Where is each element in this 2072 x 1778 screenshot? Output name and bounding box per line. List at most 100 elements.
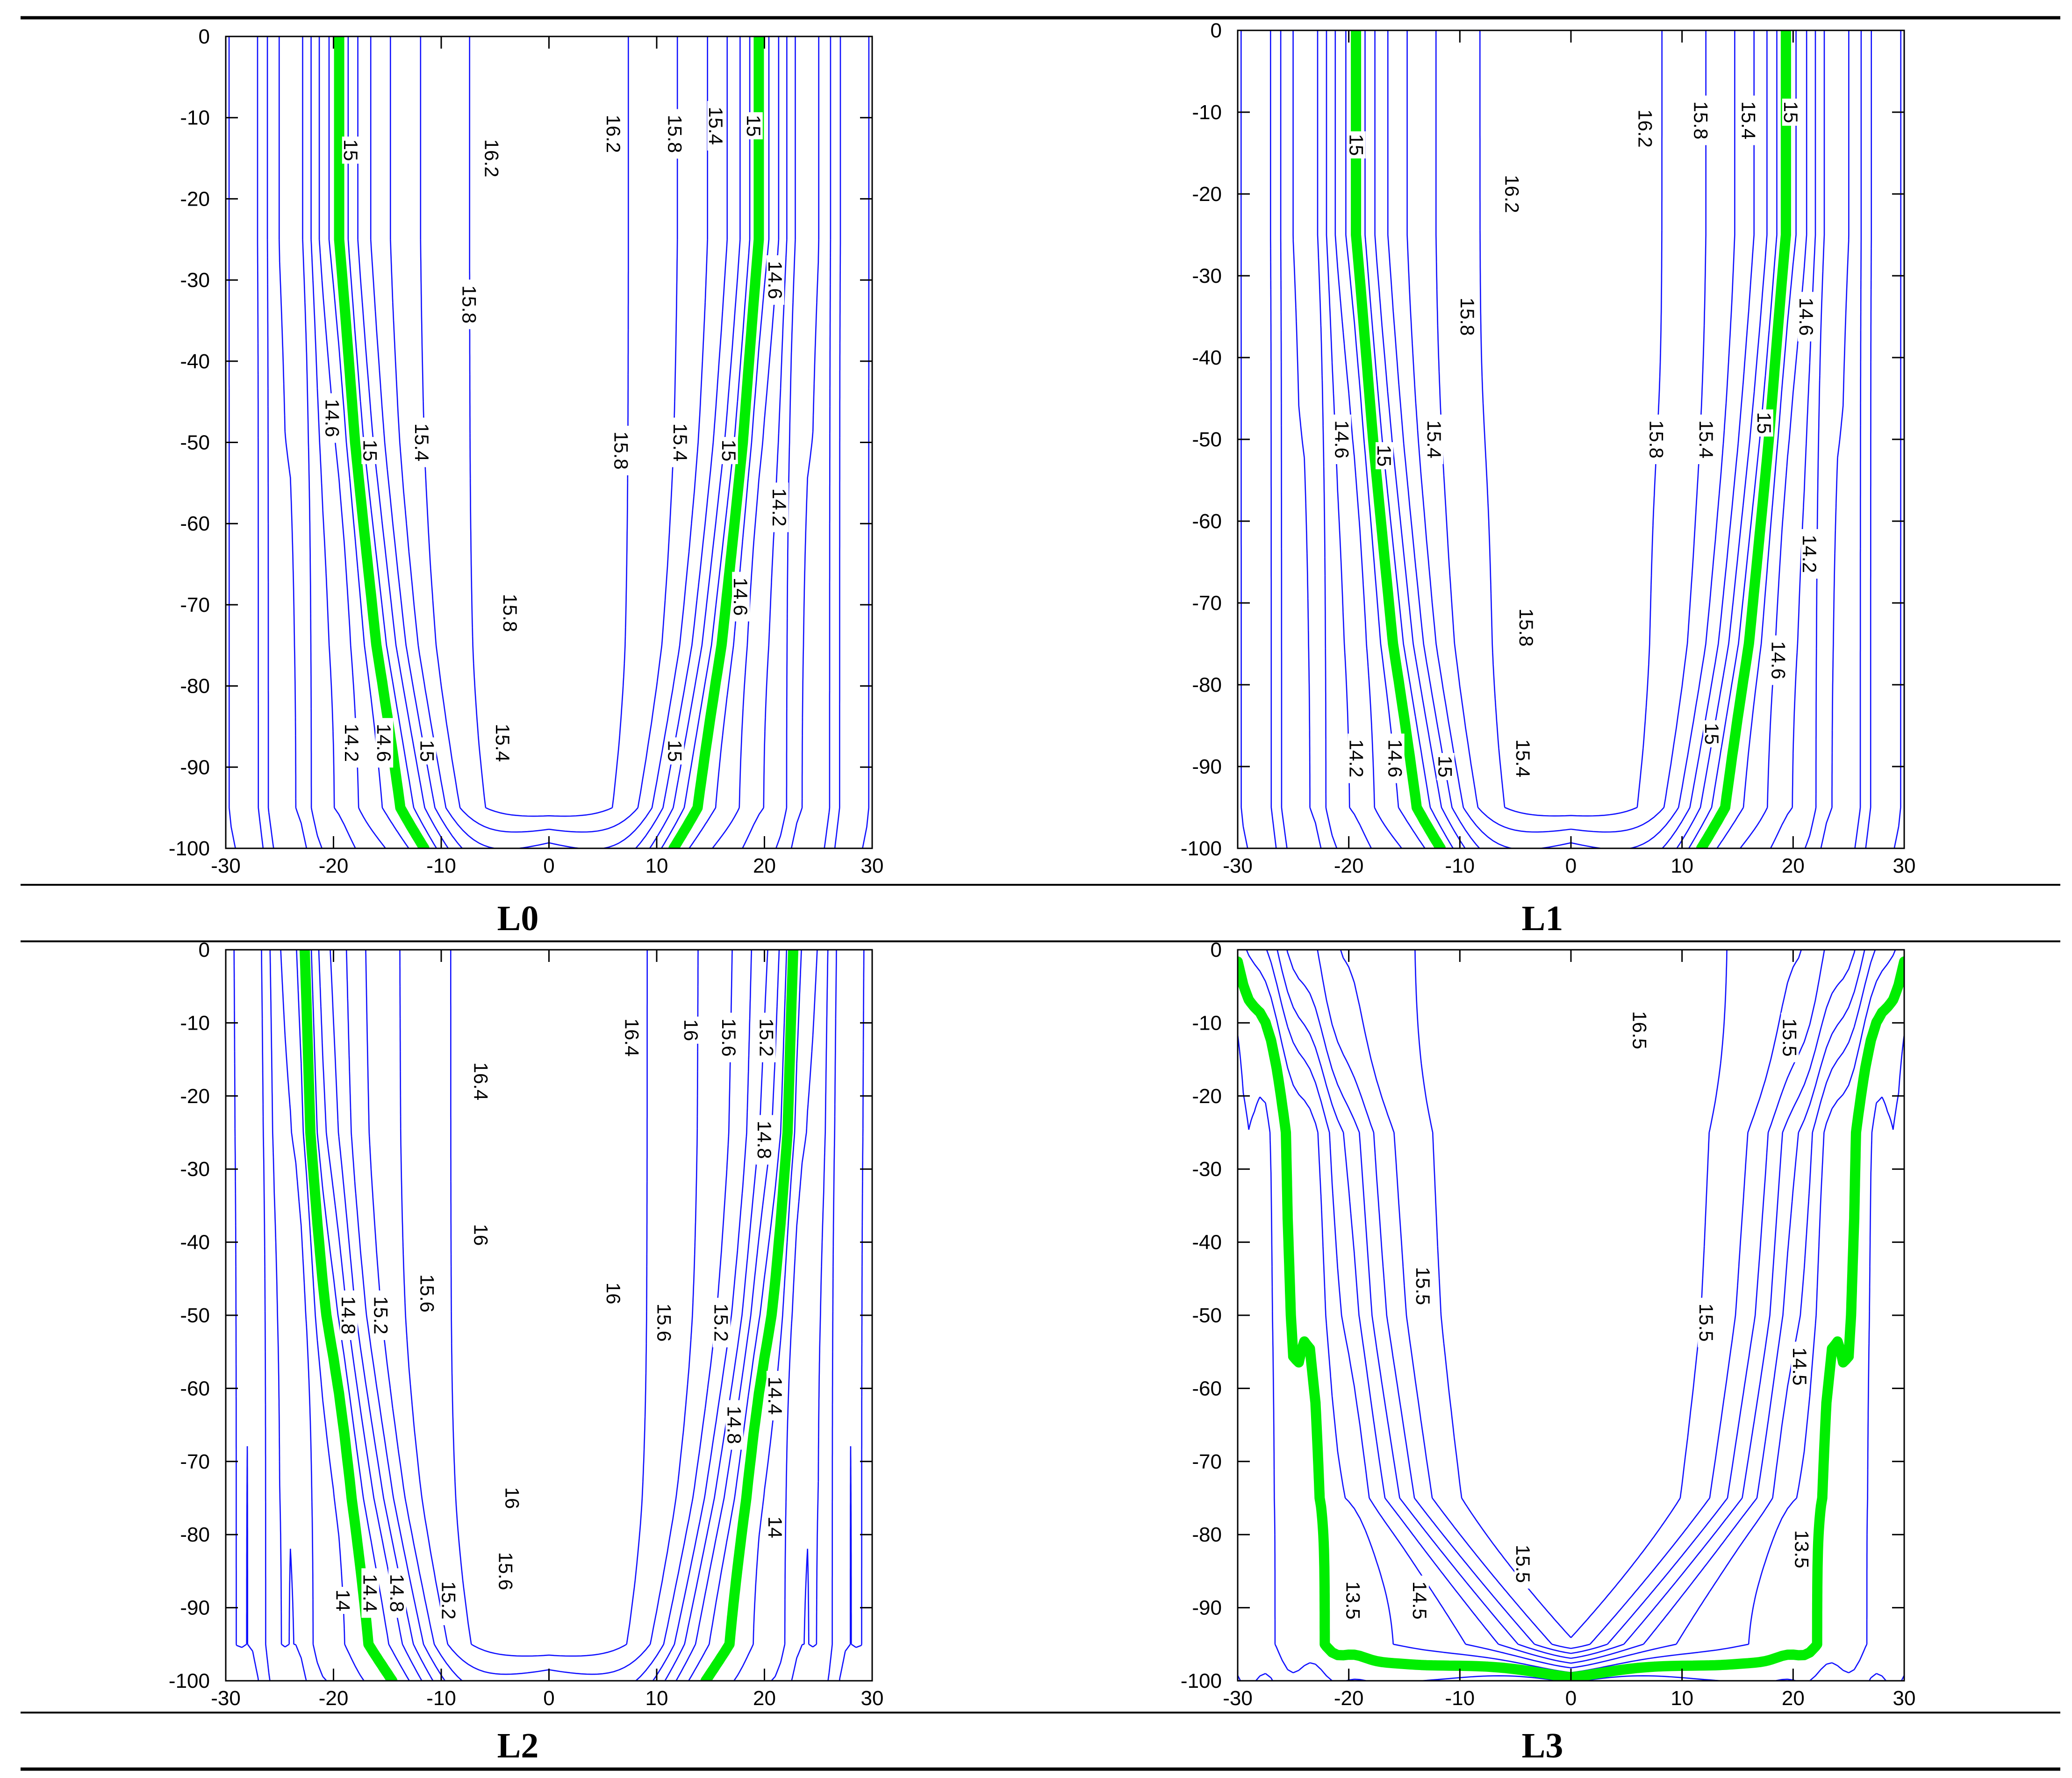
contour-label: 15.4	[492, 718, 514, 768]
y-tick-label: -60	[180, 512, 210, 535]
contour-label-text: 16	[602, 1283, 624, 1305]
y-tick-label: -50	[180, 431, 210, 454]
y-tick-label: -90	[1192, 1597, 1222, 1620]
y-tick-label: -70	[1192, 1450, 1222, 1473]
y-tick-label: -10	[1192, 101, 1222, 124]
contour-label: 13.5	[1791, 1524, 1813, 1574]
contour-label: 15	[416, 737, 438, 765]
contour-label: 15	[1753, 409, 1775, 437]
contour-label-text: 15.4	[705, 107, 727, 145]
contour-line	[328, 36, 770, 848]
contour-label-text: 15.8	[1690, 101, 1712, 140]
contour-line	[1340, 950, 1802, 1649]
contour-line	[450, 950, 648, 1657]
contour-label-text: 15	[1373, 445, 1395, 467]
contour-label-text: 16	[502, 1487, 523, 1509]
y-tick-label: -80	[1192, 1523, 1222, 1546]
contour-label-text: 15.8	[499, 594, 521, 632]
contour-label: 16	[680, 1017, 702, 1044]
contour-label: 15.4	[1512, 733, 1534, 783]
contour-line	[1240, 30, 1901, 848]
contour-label: 15.4	[411, 417, 433, 467]
contour-label-text: 15.8	[664, 115, 686, 153]
contour-line	[261, 950, 837, 1681]
contour-label: 14.2	[1799, 529, 1821, 579]
contour-label-text: 15.2	[756, 1018, 778, 1057]
contour-label: 14.4	[764, 1371, 786, 1420]
contour-label-text: 15	[1780, 101, 1802, 123]
contour-label: 14.2	[341, 718, 363, 768]
contour-label: 15.2	[370, 1290, 392, 1340]
contour-label: 13.5	[1342, 1576, 1364, 1625]
y-tick-label: -30	[180, 1158, 210, 1181]
y-tick-label: -20	[180, 187, 210, 210]
highlight-contour-line	[1351, 30, 1791, 848]
contour-label-text: 15	[1346, 134, 1368, 156]
contour-label: 15	[1434, 753, 1456, 780]
x-tick-label: 0	[1565, 854, 1577, 877]
contour-line	[1374, 30, 1768, 848]
contour-line	[233, 950, 865, 1681]
x-tick-label: 30	[861, 1687, 884, 1710]
contour-label: 15	[743, 112, 765, 140]
contour-label-text: 14.6	[764, 261, 786, 299]
y-tick-label: -20	[1192, 1085, 1222, 1108]
x-tick-label: 30	[1893, 1687, 1916, 1710]
y-tick-label: -40	[1192, 346, 1222, 369]
contour-line	[1270, 30, 1872, 848]
y-tick-label: -20	[180, 1085, 210, 1108]
contour-label-text: 14.4	[764, 1377, 786, 1415]
contour-line	[1266, 950, 1876, 1669]
y-tick-label: -100	[1181, 837, 1222, 860]
x-tick-label: 20	[1782, 1687, 1805, 1710]
contour-line	[280, 950, 818, 1681]
contour-label: 15.2	[710, 1298, 732, 1348]
contour-line	[357, 36, 741, 848]
x-tick-label: 0	[1565, 1687, 1577, 1710]
contour-line	[257, 36, 841, 848]
contour-label-text: 15.4	[1512, 739, 1534, 778]
contour-label-text: 14.6	[1331, 420, 1353, 459]
contour-label-text: 16.4	[621, 1018, 643, 1057]
contour-label: 15.6	[495, 1546, 517, 1596]
contour-line	[420, 36, 678, 833]
y-tick-label: -90	[180, 756, 210, 779]
contour-label-text: 14.5	[1789, 1348, 1811, 1386]
contour-label: 15.8	[1645, 415, 1667, 464]
x-tick-label: -20	[1334, 854, 1364, 877]
y-tick-label: -40	[180, 350, 210, 373]
contour-label: 15.6	[653, 1298, 675, 1348]
contour-label-text: 15.5	[1412, 1267, 1434, 1305]
contour-label-text: 15.8	[1515, 609, 1537, 647]
contour-line	[1326, 30, 1816, 848]
x-tick-label: -10	[1445, 854, 1475, 877]
contour-line	[1276, 950, 1865, 1664]
contour-label: 15	[1780, 99, 1802, 126]
contour-label-text: 16.5	[1629, 1011, 1651, 1049]
contour-label-text: 14.8	[386, 1574, 408, 1612]
contour-line	[228, 36, 870, 848]
contour-label-text: 15.4	[1695, 420, 1717, 459]
y-tick-label: -100	[1181, 1670, 1222, 1692]
contour-line	[269, 950, 829, 1681]
contour-label-text: 15.8	[458, 285, 480, 323]
y-tick-label: -70	[1192, 592, 1222, 615]
contour-label: 16.4	[621, 1012, 643, 1062]
contour-label-text: 15	[359, 440, 381, 462]
y-tick-label: -60	[180, 1377, 210, 1400]
contour-label: 15.8	[499, 588, 521, 638]
y-tick-label: -80	[180, 1523, 210, 1546]
contour-label: 16.2	[1635, 104, 1656, 153]
contour-label-text: 15.6	[718, 1018, 740, 1057]
contour-label: 14	[332, 1587, 354, 1614]
contour-label: 15.4	[1695, 415, 1717, 464]
contour-label: 14.2	[1346, 733, 1368, 783]
contour-label: 14.8	[723, 1400, 745, 1450]
x-tick-label: 10	[645, 854, 668, 877]
contour-label-text: 15.6	[653, 1304, 675, 1342]
contour-label: 15	[1373, 442, 1395, 469]
y-tick-label: -30	[1192, 1158, 1222, 1181]
contour-label-text: 14.6	[730, 578, 752, 616]
contour-label-text: 15.8	[1645, 420, 1667, 459]
y-tick-label: -100	[169, 837, 210, 860]
